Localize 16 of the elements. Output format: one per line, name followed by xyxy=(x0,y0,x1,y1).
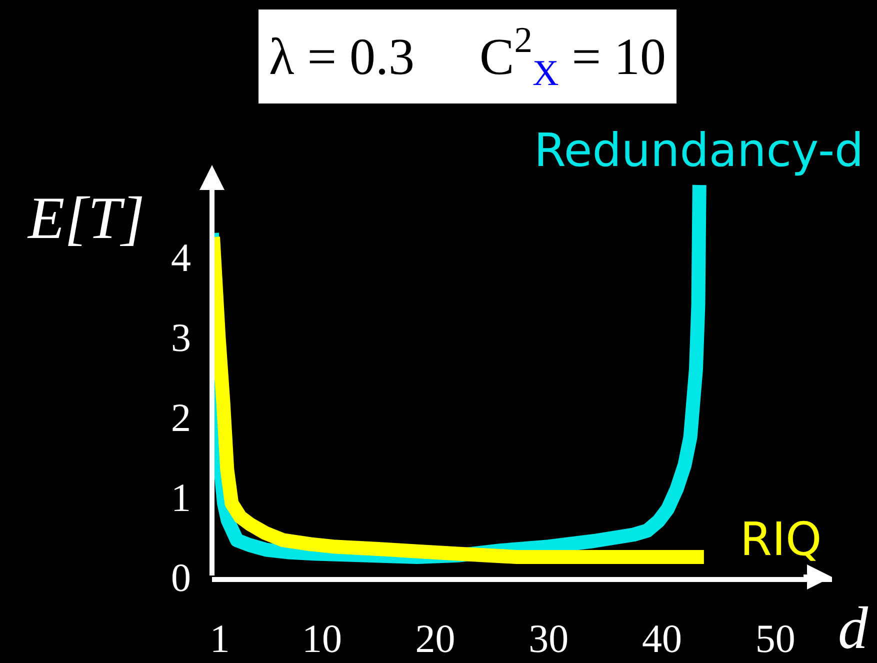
y-tick-label: 3 xyxy=(171,315,191,360)
series-label: Redundancy-d xyxy=(534,123,864,177)
x-tick-label: 50 xyxy=(755,616,796,661)
x-tick-label: 10 xyxy=(302,616,342,661)
y-tick-label: 2 xyxy=(171,395,191,440)
x-tick-label: 30 xyxy=(528,616,569,661)
series-label: RIQ xyxy=(740,512,822,566)
y-tick-label: 1 xyxy=(171,475,191,520)
y-axis-title: E[T] xyxy=(27,185,145,251)
x-tick-label: 20 xyxy=(415,616,456,661)
y-tick-label: 4 xyxy=(171,235,191,280)
x-tick-label: 40 xyxy=(642,616,682,661)
y-tick-label: 0 xyxy=(171,555,191,600)
x-tick-label: 1 xyxy=(210,616,230,661)
x-axis-title: d xyxy=(838,595,869,661)
chart-title: λ = 0.3 C$^{2}$$_{X}$ = 10 xyxy=(269,20,666,93)
